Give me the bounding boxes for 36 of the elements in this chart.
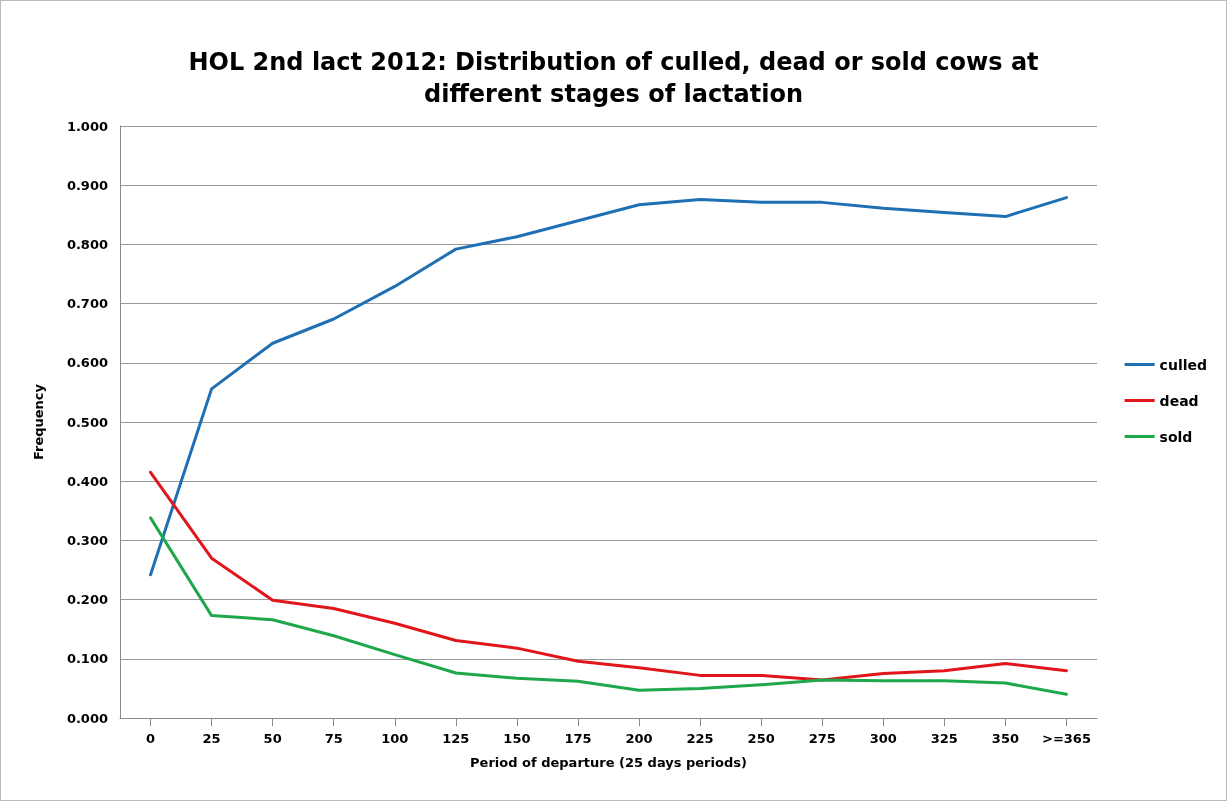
x-tick-label: 100 [381, 731, 409, 746]
y-tick-label: 0.500 [66, 414, 108, 430]
x-tick-label: 250 [747, 731, 775, 746]
line-series [149, 516, 1068, 696]
x-tick-label: 125 [442, 731, 470, 746]
x-tick-label: 50 [263, 731, 282, 746]
x-tick-label: 0 [146, 731, 156, 746]
x-tick-label: 325 [930, 731, 958, 746]
y-tick-label: 1.000 [66, 118, 108, 134]
y-tick-label: 0.800 [66, 236, 108, 252]
y-tick-label: 0.400 [66, 473, 108, 489]
x-tick-label: 150 [503, 731, 531, 746]
x-tick-label: 75 [324, 731, 343, 746]
y-tick-label: 0.000 [66, 710, 108, 726]
legend-label: sold [1159, 428, 1193, 445]
y-tick-label: 0.700 [66, 296, 108, 312]
y-axis-title: Frequency [31, 383, 46, 461]
x-tick-label: 175 [564, 731, 592, 746]
x-tick-label: 300 [869, 731, 897, 746]
x-tick-label: 350 [991, 731, 1019, 746]
y-tick-label: 0.600 [66, 355, 108, 371]
line-series [149, 470, 1068, 682]
y-tick-label: 0.300 [66, 532, 108, 548]
y-tick-label: 0.200 [66, 592, 108, 608]
chart-title: HOL 2nd lact 2012: Distribution of culled, dead or sold cows at different stages of lactation [188, 48, 1039, 108]
legend-label: dead [1159, 392, 1199, 409]
y-tick-label: 0.900 [66, 177, 108, 193]
y-tick-label: 0.100 [66, 651, 108, 667]
x-tick-label: 25 [202, 731, 221, 746]
x-tick-label: 200 [625, 731, 653, 746]
x-tick-label: >=365 [1042, 731, 1091, 746]
legend-label: culled [1159, 356, 1208, 373]
x-tick-label: 225 [686, 731, 714, 746]
x-tick-label: 275 [808, 731, 836, 746]
line-series [149, 196, 1068, 577]
x-axis-title: Period of departure (25 days periods) [470, 755, 747, 770]
